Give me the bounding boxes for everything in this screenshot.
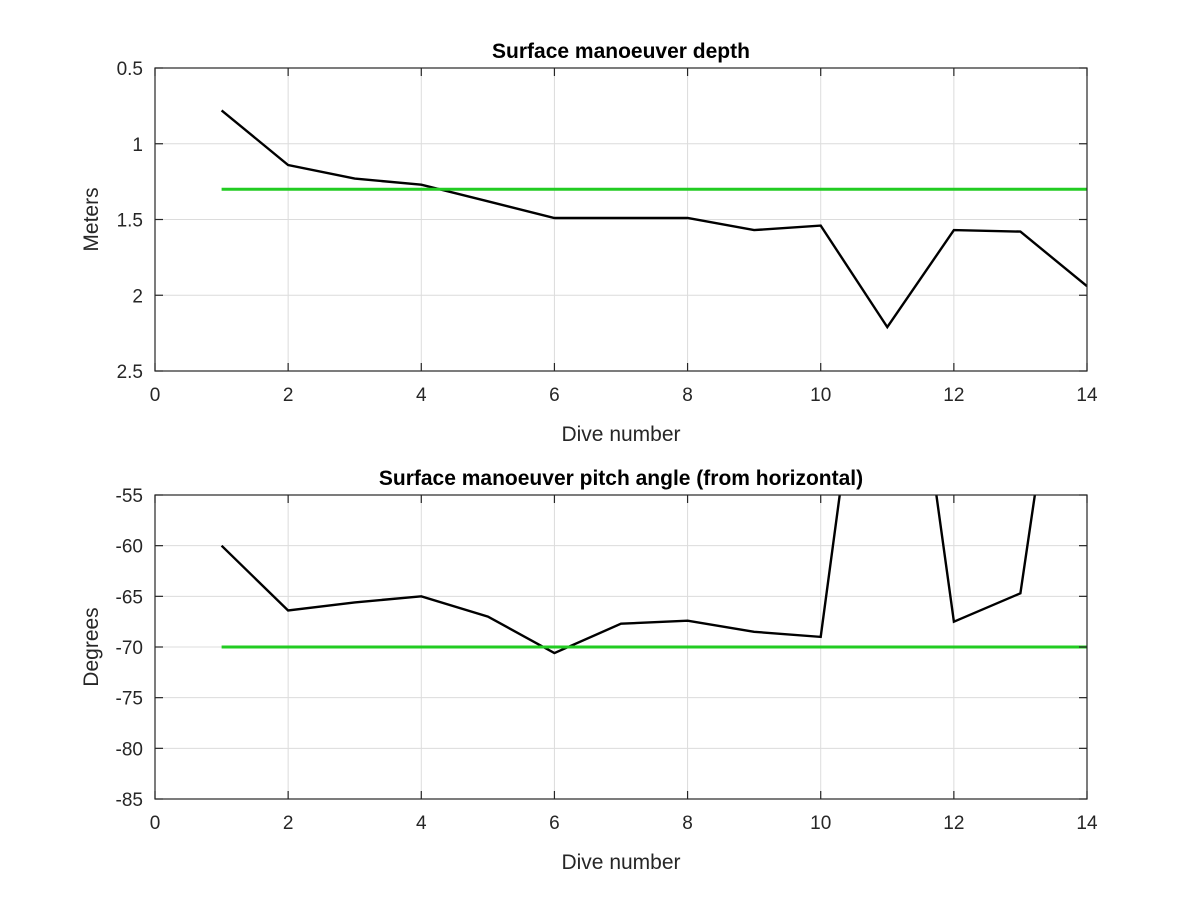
pitch-data-line [220, 495, 1037, 655]
pitch-y-axis-label: Degrees [80, 607, 103, 686]
depth-x-tick-label: 10 [810, 385, 831, 406]
depth-y-axis-label: Meters [80, 187, 103, 251]
pitch-x-axis-label: Dive number [561, 851, 680, 874]
pitch-y-tick-label: -60 [116, 537, 143, 558]
depth-chart-title: Surface manoeuver depth [492, 40, 750, 63]
pitch-y-tick-label: -70 [116, 638, 143, 659]
pitch-x-tick-label: 12 [943, 813, 964, 834]
depth-y-tick-label: 2 [132, 286, 143, 307]
pitch-axes: 0 2 4 6 8 10 12 14 -85 -80 -75 -70 -65 -60 -55 Surface … [80, 467, 1098, 874]
pitch-x-tick-label: 14 [1076, 813, 1098, 834]
depth-series-group [220, 109, 1087, 330]
pitch-x-tick-label: 8 [682, 813, 693, 834]
depth-y-tick-label: 1 [132, 135, 143, 156]
depth-x-tick-label: 12 [943, 385, 964, 406]
pitch-x-tick-label: 2 [283, 813, 294, 834]
pitch-y-tick-label: -55 [116, 486, 143, 507]
pitch-y-tick-label: -65 [116, 587, 143, 608]
depth-x-tick-label: 2 [283, 385, 294, 406]
depth-x-tick-label: 14 [1076, 385, 1098, 406]
depth-axes: 0 2 4 6 8 10 12 14 0.5 1 1.5 2 2.5 Surface manoeuver … [80, 40, 1098, 446]
depth-y-tick-label: 2.5 [117, 362, 143, 383]
pitch-y-tick-label: -80 [116, 739, 143, 760]
pitch-chart-title: Surface manoeuver pitch angle (from hori… [379, 467, 863, 490]
depth-data-line [220, 109, 1087, 330]
pitch-x-tick-label: 6 [549, 813, 560, 834]
depth-y-tick-label: 1.5 [117, 211, 143, 232]
pitch-y-tick-label: -75 [116, 689, 143, 710]
pitch-y-tick-label: -85 [116, 790, 143, 811]
depth-x-axis-label: Dive number [561, 423, 680, 446]
depth-x-tick-label: 6 [549, 385, 560, 406]
depth-x-tick-label: 8 [682, 385, 693, 406]
depth-y-tick-label: 0.5 [117, 59, 143, 80]
pitch-series-group [220, 495, 1087, 655]
pitch-x-tick-label: 4 [416, 813, 427, 834]
pitch-x-tick-label: 0 [150, 813, 161, 834]
depth-x-tick-label: 0 [150, 385, 161, 406]
depth-x-tick-label: 4 [416, 385, 427, 406]
pitch-x-tick-label: 10 [810, 813, 831, 834]
